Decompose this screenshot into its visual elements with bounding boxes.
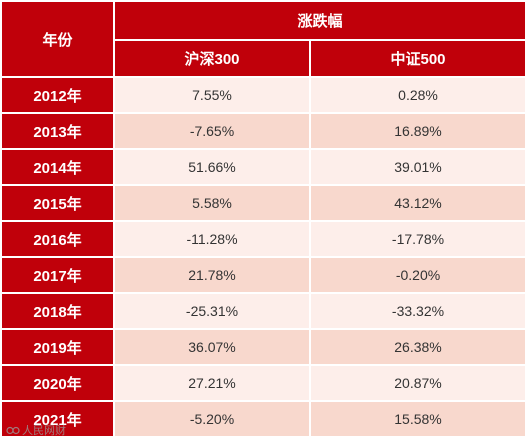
watermark-text: 人民网财 xyxy=(22,425,66,437)
zz500-value: 43.12% xyxy=(308,184,525,222)
zz500-value: 39.01% xyxy=(308,148,525,186)
watermark: 人民网财 xyxy=(6,422,66,438)
hs300-value: -7.65% xyxy=(113,112,311,150)
hs300-value: -25.31% xyxy=(113,292,311,330)
year-column-header: 年份 xyxy=(0,0,115,78)
zz500-value: -0.20% xyxy=(308,256,525,294)
year-cell: 2018年 xyxy=(0,292,115,330)
hs300-value: 21.78% xyxy=(113,256,311,294)
change-group-header: 涨跌幅 xyxy=(112,0,525,41)
hs300-value: 51.66% xyxy=(113,148,311,186)
table-row: 2012年 7.55% 0.28% xyxy=(0,76,525,114)
year-cell: 2019年 xyxy=(0,328,115,366)
table-row: 2021年 -5.20% 15.58% xyxy=(0,400,525,438)
zz500-value: 26.38% xyxy=(308,328,525,366)
watermark-logo-icon xyxy=(6,425,20,436)
hs300-value: 7.55% xyxy=(113,76,311,114)
table-row: 2017年 21.78% -0.20% xyxy=(0,256,525,294)
year-cell: 2013年 xyxy=(0,112,115,150)
zz500-column-header: 中证500 xyxy=(308,38,525,78)
table-row: 2015年 5.58% 43.12% xyxy=(0,184,525,222)
year-cell: 2014年 xyxy=(0,148,115,186)
year-cell: 2012年 xyxy=(0,76,115,114)
table-row: 2014年 51.66% 39.01% xyxy=(0,148,525,186)
table-row: 2020年 27.21% 20.87% xyxy=(0,364,525,402)
table-row: 2019年 36.07% 26.38% xyxy=(0,328,525,366)
zz500-value: -33.32% xyxy=(308,292,525,330)
hs300-value: 27.21% xyxy=(113,364,311,402)
hs300-column-header: 沪深300 xyxy=(113,38,311,78)
zz500-value: 0.28% xyxy=(308,76,525,114)
year-cell: 2015年 xyxy=(0,184,115,222)
zz500-value: 20.87% xyxy=(308,364,525,402)
table-row: 2013年 -7.65% 16.89% xyxy=(0,112,525,150)
zz500-value: -17.78% xyxy=(308,220,525,258)
zz500-value: 15.58% xyxy=(308,400,525,438)
hs300-value: 36.07% xyxy=(113,328,311,366)
hs300-value: -11.28% xyxy=(113,220,311,258)
year-cell: 2020年 xyxy=(0,364,115,402)
year-cell: 2017年 xyxy=(0,256,115,294)
hs300-value: -5.20% xyxy=(113,400,311,438)
table-row: 2016年 -11.28% -17.78% xyxy=(0,220,525,258)
zz500-value: 16.89% xyxy=(308,112,525,150)
table-row: 2018年 -25.31% -33.32% xyxy=(0,292,525,330)
hs300-value: 5.58% xyxy=(113,184,311,222)
year-cell: 2016年 xyxy=(0,220,115,258)
